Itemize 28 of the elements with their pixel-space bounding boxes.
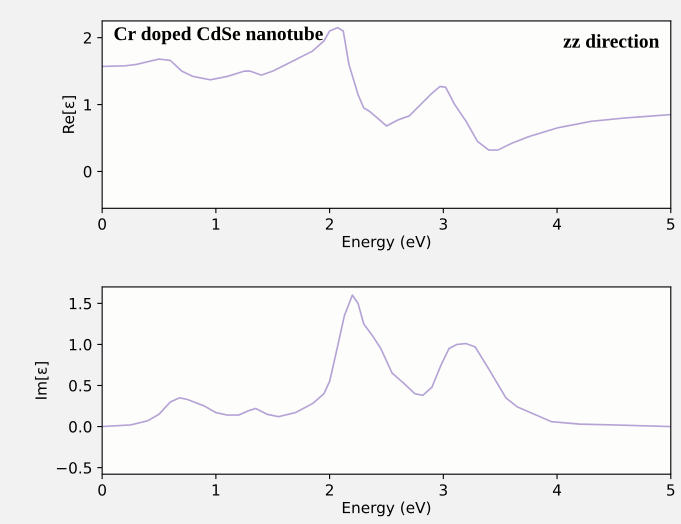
y-tick-label: 2 <box>84 32 91 44</box>
x-tick-label: 4 <box>552 484 562 496</box>
x-tick-label: 5 <box>667 484 674 496</box>
y-tick-label: 1 <box>84 99 92 110</box>
x-axis-title: Energy (eV) <box>342 502 430 516</box>
y-axis-title: Re[ε] <box>62 96 76 133</box>
line-series <box>102 26 671 151</box>
y-tick-label: 0.0 <box>69 421 92 433</box>
y-tick-label: 1.5 <box>70 298 92 310</box>
x-tick-label: 0 <box>98 218 106 230</box>
x-tick-label: 1 <box>212 484 220 496</box>
y-tick-label: 0 <box>84 166 92 178</box>
x-tick-label: 2 <box>326 484 333 496</box>
x-tick-label: 2 <box>326 218 333 230</box>
y-axis-title: Im[ε] <box>34 362 49 399</box>
y-tick-label: −0.5 <box>56 462 92 474</box>
y-tick-label: 1.0 <box>70 338 92 350</box>
line-series <box>102 294 671 428</box>
x-tick-label: 1 <box>212 218 220 230</box>
x-tick-label: 5 <box>667 218 674 230</box>
x-tick-label: 3 <box>440 484 447 496</box>
x-tick-label: 4 <box>552 218 562 230</box>
annotation: Cr doped CdSe nanotube <box>114 26 323 44</box>
x-tick-label: 0 <box>98 484 106 496</box>
x-axis-title: Energy (eV) <box>342 236 430 250</box>
y-tick-label: 0.5 <box>69 380 92 392</box>
x-tick-label: 3 <box>440 218 447 230</box>
annotation: zz direction <box>563 34 660 48</box>
